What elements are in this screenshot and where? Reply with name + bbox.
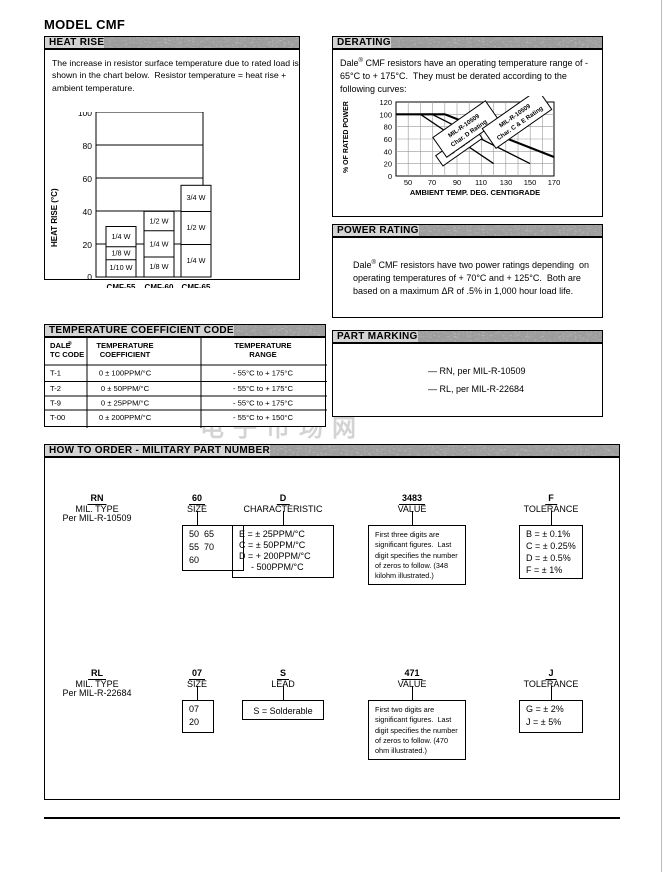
svg-text:T-00: T-00 <box>50 413 65 422</box>
svg-text:3/4 W: 3/4 W <box>186 193 205 202</box>
svg-text:HEAT RISE (°C): HEAT RISE (°C) <box>50 188 59 247</box>
svg-text:100: 100 <box>78 112 92 118</box>
svg-text:TEMPERATURE: TEMPERATURE <box>234 341 291 350</box>
svg-text:0 ± 50PPM/°C: 0 ± 50PPM/°C <box>101 384 150 393</box>
svg-text:TC CODE: TC CODE <box>50 350 84 359</box>
svg-text:- 55°C to + 175°C: - 55°C to + 175°C <box>233 384 293 393</box>
svg-text:20: 20 <box>384 160 392 169</box>
svg-text:CMF-60: CMF-60 <box>145 283 174 288</box>
svg-text:110: 110 <box>475 178 487 187</box>
svg-text:0: 0 <box>388 172 392 181</box>
svg-text:170: 170 <box>548 178 561 187</box>
svg-text:- 55°C to + 175°C: - 55°C to + 175°C <box>233 369 293 378</box>
svg-text:70: 70 <box>428 178 436 187</box>
svg-text:80: 80 <box>384 123 392 132</box>
svg-text:1/2 W: 1/2 W <box>186 223 205 232</box>
svg-text:1/4 W: 1/4 W <box>111 232 130 241</box>
svg-text:80: 80 <box>83 141 93 151</box>
svg-text:TEMPERATURE: TEMPERATURE <box>96 341 153 350</box>
svg-text:T-1: T-1 <box>50 369 61 378</box>
svg-text:1/2 W: 1/2 W <box>149 217 168 226</box>
svg-text:COEFFICIENT: COEFFICIENT <box>100 350 151 359</box>
svg-text:T-2: T-2 <box>50 384 61 393</box>
svg-text:20: 20 <box>83 240 93 250</box>
svg-text:0 ± 100PPM/°C: 0 ± 100PPM/°C <box>99 369 152 378</box>
svg-text:60: 60 <box>384 135 392 144</box>
svg-text:1/8 W: 1/8 W <box>111 248 130 257</box>
svg-text:T-9: T-9 <box>50 399 61 408</box>
svg-text:0: 0 <box>87 272 92 282</box>
svg-text:% OF RATED POWER: % OF RATED POWER <box>343 101 350 173</box>
svg-text:1/8 W: 1/8 W <box>149 262 168 271</box>
svg-text:130: 130 <box>500 178 513 187</box>
svg-text:1/10 W: 1/10 W <box>109 263 132 272</box>
svg-text:- 55°C to + 175°C: - 55°C to + 175°C <box>233 399 293 408</box>
svg-text:RANGE: RANGE <box>249 350 276 359</box>
svg-text:100: 100 <box>379 110 392 119</box>
svg-text:0 ± 25PPM/°C: 0 ± 25PPM/°C <box>101 399 150 408</box>
svg-text:120: 120 <box>379 98 392 107</box>
svg-text:40: 40 <box>83 207 93 217</box>
svg-text:0 ± 200PPM/°C: 0 ± 200PPM/°C <box>99 413 152 422</box>
svg-text:50: 50 <box>404 178 412 187</box>
svg-text:- 55°C to + 150°C: - 55°C to + 150°C <box>233 413 293 422</box>
svg-text:60: 60 <box>83 174 93 184</box>
svg-text:CMF-65: CMF-65 <box>182 283 211 288</box>
svg-text:1/4 W: 1/4 W <box>149 240 168 249</box>
svg-text:90: 90 <box>453 178 461 187</box>
svg-text:AMBIENT TEMP. DEG. CENTIGRADE: AMBIENT TEMP. DEG. CENTIGRADE <box>410 188 540 197</box>
svg-text:40: 40 <box>384 147 392 156</box>
svg-text:150: 150 <box>524 178 537 187</box>
svg-text:CMF-55: CMF-55 <box>107 283 136 288</box>
svg-text:1/4 W: 1/4 W <box>186 256 205 265</box>
svg-text:®: ® <box>68 340 72 347</box>
